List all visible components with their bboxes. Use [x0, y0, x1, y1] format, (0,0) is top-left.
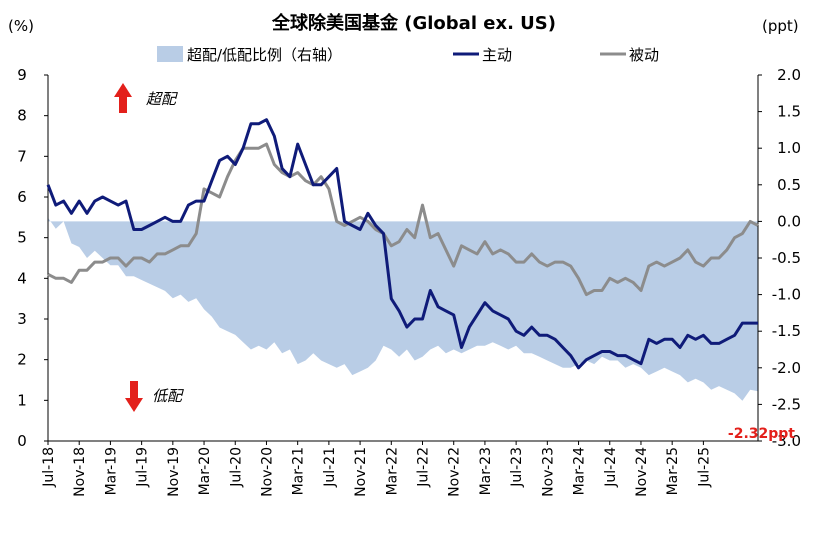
right-y-tick-label: -1.0: [772, 286, 801, 304]
x-tick-label: Jul-21: [322, 447, 338, 488]
x-tick-label: Nov-24: [634, 447, 650, 497]
series-line-passive: [47, 142, 759, 297]
arrow-down-icon: [125, 381, 143, 412]
left-y-tick-label: 1: [17, 391, 27, 409]
right-y-tick-label: -3.0: [772, 432, 801, 450]
x-tick-label: Nov-19: [166, 447, 182, 497]
right-y-tick-label: -1.5: [772, 322, 801, 340]
x-tick-label: Jul-20: [228, 447, 244, 488]
right-y-tick-label: 1.0: [777, 139, 801, 157]
right-y-tick-label: -2.0: [772, 359, 801, 377]
legend-swatch-ratio: [157, 46, 183, 62]
right-y-tick-label: 2.0: [777, 66, 801, 84]
left-y-tick-label: 9: [17, 66, 27, 84]
plot-area: 0 1 2 3 4 5 6 7 8 9 -3.0 -2.5 -2.0 -1.5 -1.0 -0.5 0.0 0.5…: [17, 66, 801, 497]
left-y-tick-label: 3: [17, 310, 27, 328]
left-y-tick-label: 5: [17, 229, 27, 247]
left-y-tick-label: 2: [17, 351, 27, 369]
end-value-label: -2.32ppt: [728, 426, 795, 442]
x-tick-label: Mar-25: [665, 447, 681, 495]
left-y-tick-label: 6: [17, 188, 27, 206]
legend-label-active: 主动: [482, 46, 512, 64]
right-y-tick-label: 0.0: [777, 212, 801, 230]
left-unit-label: (%): [8, 17, 34, 35]
legend-label-ratio: 超配/低配比例（右轴）: [187, 46, 342, 64]
legend-label-passive: 被动: [629, 46, 659, 64]
x-tick-label: Jul-23: [509, 447, 525, 488]
arrow-up-icon: [114, 83, 132, 113]
legend: 超配/低配比例（右轴） 主动 被动: [157, 46, 659, 64]
left-y-tick-label: 0: [17, 432, 27, 450]
x-tick-label: Nov-21: [353, 447, 369, 497]
right-y-tick-label: -0.5: [772, 249, 801, 267]
x-tick-label: Mar-23: [478, 447, 494, 495]
left-y-tick-label: 4: [17, 269, 27, 287]
x-tick-label: Mar-19: [103, 447, 119, 495]
x-tick-label: Mar-24: [572, 447, 588, 495]
right-y-tick-label: -2.5: [772, 395, 801, 413]
x-tick-label: Jul-25: [696, 447, 712, 488]
x-tick-label: Mar-21: [291, 447, 307, 495]
series-area-ratio: [48, 217, 758, 401]
left-y-tick-label: 8: [17, 107, 27, 125]
x-tick-label: Mar-22: [384, 447, 400, 495]
chart-title: 全球除美国基金 (Global ex. US): [271, 12, 556, 34]
x-tick-label: Jul-19: [135, 447, 151, 488]
underweight-label: 低配: [152, 387, 184, 405]
x-tick-label: Jul-24: [603, 447, 619, 488]
overweight-annotation: 超配: [114, 83, 178, 113]
right-y-tick-label: 1.5: [777, 103, 801, 121]
left-y-tick-label: 7: [17, 147, 27, 165]
right-unit-label: (ppt): [762, 17, 799, 35]
overweight-label: 超配: [146, 90, 178, 108]
x-tick-label: Nov-23: [540, 447, 556, 497]
right-y-tick-label: 0.5: [777, 176, 801, 194]
x-tick-label: Nov-22: [447, 447, 463, 497]
x-tick-label: Jul-22: [416, 447, 432, 488]
x-tick-label: Nov-18: [72, 447, 88, 497]
series-line-active: [46, 118, 758, 370]
underweight-annotation: 低配: [125, 381, 184, 412]
x-tick-label: Jul-18: [41, 447, 57, 488]
x-tick-label: Mar-20: [197, 447, 213, 495]
x-tick-label: Nov-20: [259, 447, 275, 497]
